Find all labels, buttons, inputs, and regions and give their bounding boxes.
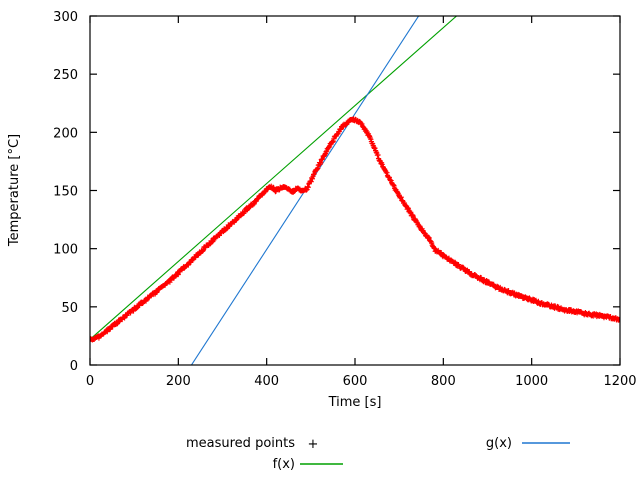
series-line-f bbox=[90, 16, 458, 340]
y-axis-title: Temperature [°C] bbox=[7, 134, 22, 247]
x-tick-label: 600 bbox=[343, 374, 368, 389]
x-axis-title: Time [s] bbox=[328, 395, 382, 410]
measured-point-markers bbox=[90, 116, 620, 343]
y-tick-label: 0 bbox=[70, 359, 78, 374]
plot-frame bbox=[89, 15, 621, 366]
y-axis-ticks: 0 50 100 150 200 250 300 bbox=[53, 10, 620, 374]
legend-label-g: g(x) bbox=[486, 436, 512, 451]
y-tick-label: 100 bbox=[53, 243, 78, 258]
y-tick-label: 150 bbox=[53, 185, 78, 200]
legend-label-f: f(x) bbox=[273, 457, 295, 472]
y-tick-label: 250 bbox=[53, 68, 78, 83]
y-tick-label: 200 bbox=[53, 126, 78, 141]
x-tick-label: 800 bbox=[431, 374, 456, 389]
series-line-g bbox=[190, 16, 420, 365]
y-tick-label: 50 bbox=[61, 301, 78, 316]
series-points-measured bbox=[90, 116, 620, 343]
y-tick-label: 300 bbox=[53, 10, 78, 25]
legend-marker-plus-icon: + bbox=[308, 437, 319, 452]
x-tick-label: 1200 bbox=[603, 374, 636, 389]
chart-legend: measured points + f(x) g(x) bbox=[186, 436, 570, 472]
x-tick-label: 1000 bbox=[515, 374, 548, 389]
x-tick-label: 0 bbox=[86, 374, 94, 389]
x-tick-label: 400 bbox=[254, 374, 279, 389]
x-tick-label: 200 bbox=[166, 374, 191, 389]
legend-label-measured-points: measured points bbox=[186, 436, 295, 451]
x-axis-ticks: 0 200 400 600 800 1000 1200 bbox=[86, 16, 637, 389]
